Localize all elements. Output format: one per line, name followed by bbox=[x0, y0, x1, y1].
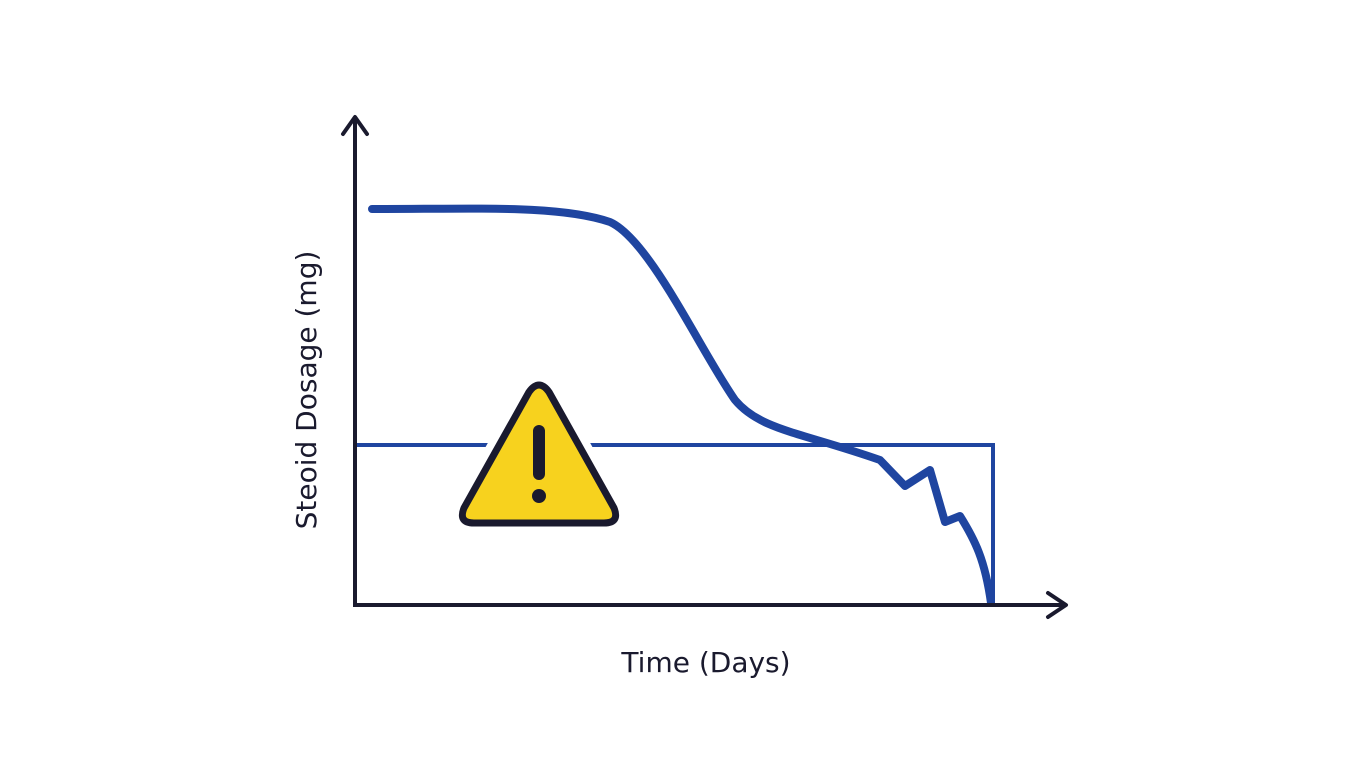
x-axis-label: Time (Days) bbox=[620, 646, 790, 679]
y-axis-arrow bbox=[341, 115, 369, 136]
x-axis-arrow bbox=[1046, 591, 1068, 619]
dosage-curve bbox=[368, 204, 995, 607]
warning-icon bbox=[451, 374, 627, 534]
threshold-line bbox=[355, 443, 995, 605]
y-axis-label: Steoid Dosage (mg) bbox=[290, 251, 323, 530]
